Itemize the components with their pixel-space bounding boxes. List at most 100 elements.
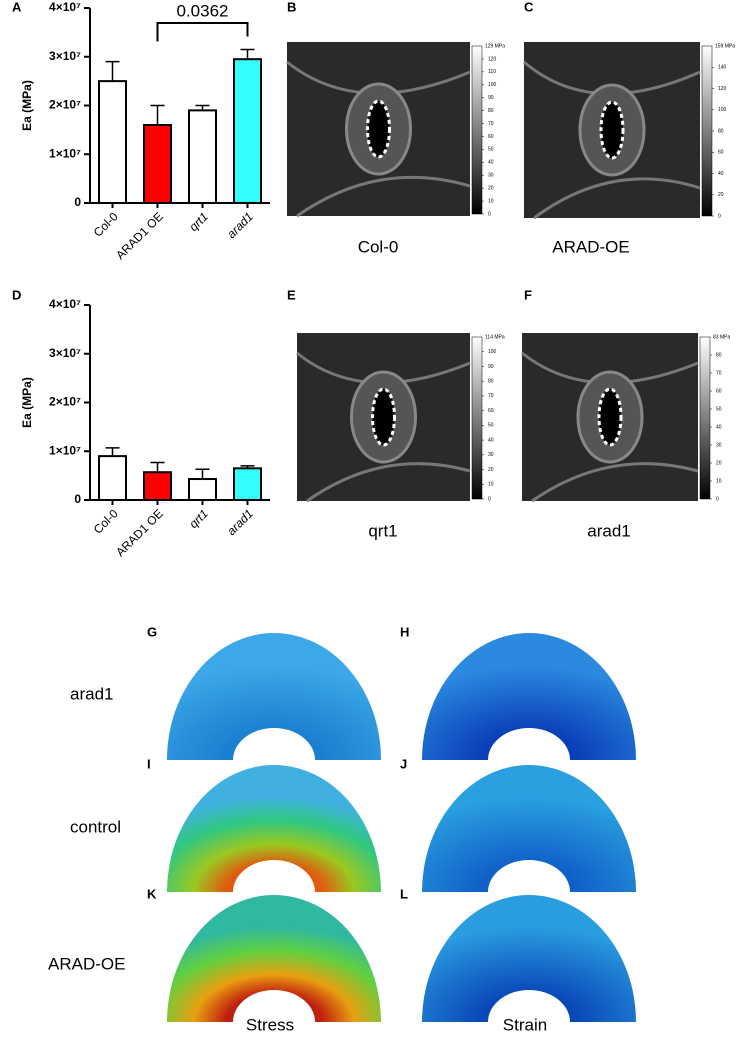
y-tick-label: 4×10⁷ xyxy=(49,0,81,14)
colorbar-tick-label: 20 xyxy=(718,192,724,198)
error-bar xyxy=(150,104,165,125)
error-bar xyxy=(240,48,255,60)
y-tick-label: 0 xyxy=(74,195,81,209)
pore xyxy=(597,387,623,447)
micrograph-caption: qrt1 xyxy=(368,521,397,540)
colorbar-max: 159 MPa xyxy=(715,43,735,49)
colorbar-tick-label: 50 xyxy=(488,423,494,429)
colorbar xyxy=(471,336,483,500)
y-tick-label: 2×10⁷ xyxy=(49,395,81,409)
panel-letter: I xyxy=(147,756,151,771)
bar xyxy=(98,80,127,204)
y-tick-label: 1×10⁷ xyxy=(49,146,81,160)
model-shape xyxy=(167,765,381,892)
colorbar-tick-label: 30 xyxy=(716,442,722,448)
bar xyxy=(188,109,217,204)
model-shape xyxy=(422,633,636,760)
row-label: arad1 xyxy=(70,684,113,703)
colorbar-tick-label: 70 xyxy=(716,370,722,376)
micrograph-caption: arad1 xyxy=(587,521,630,540)
y-tick-label: 4×10⁷ xyxy=(49,297,81,311)
pore xyxy=(371,387,396,447)
colorbar-tick-label: 0 xyxy=(716,496,719,502)
colorbar-tick-label: 80 xyxy=(488,108,494,114)
panel-letter: J xyxy=(400,756,407,771)
colorbar-tick-label: 80 xyxy=(488,379,494,385)
model-shape xyxy=(422,765,636,892)
error-bar xyxy=(195,468,210,480)
panel-letter: D xyxy=(12,287,21,302)
x-tick-label: Col-0 xyxy=(91,209,121,239)
column-label: Strain xyxy=(503,1015,547,1034)
significance-bracket xyxy=(156,22,249,42)
colorbar-tick-label: 10 xyxy=(488,198,494,204)
colorbar-tick-label: 90 xyxy=(488,364,494,370)
colorbar-tick-label: 20 xyxy=(716,460,722,466)
colorbar-tick-label: 50 xyxy=(488,147,494,153)
panel-letter: A xyxy=(12,0,22,14)
model-shape xyxy=(167,895,381,1022)
colorbar-tick-label: 40 xyxy=(718,171,724,177)
x-tick-label: arad1 xyxy=(224,209,256,241)
bar xyxy=(233,58,262,204)
colorbar-tick-label: 20 xyxy=(488,185,494,191)
y-axis-label: Ea (MPa) xyxy=(20,377,34,428)
colorbar-tick-label: 120 xyxy=(718,86,727,92)
colorbar-tick-label: 0 xyxy=(488,496,491,502)
colorbar-tick-label: 110 xyxy=(488,69,496,75)
micrograph-caption: Col-0 xyxy=(358,237,399,256)
colorbar-tick-label: 40 xyxy=(716,424,722,430)
colorbar-tick-label: 100 xyxy=(488,349,497,355)
colorbar-tick-label: 30 xyxy=(488,173,494,179)
colorbar-tick-label: 80 xyxy=(718,128,724,134)
colorbar-tick-label: 10 xyxy=(716,478,722,484)
colorbar-tick-label: 20 xyxy=(488,467,494,473)
x-tick-label: qrt1 xyxy=(186,209,211,234)
colorbar-tick-label: 40 xyxy=(488,160,494,166)
colorbar-tick-label: 0 xyxy=(718,213,721,219)
bar xyxy=(143,124,172,204)
colorbar-tick-label: 50 xyxy=(716,406,722,412)
column-label: Stress xyxy=(246,1015,294,1034)
bar xyxy=(233,467,262,501)
x-tick-label: qrt1 xyxy=(186,506,211,531)
x-tick-label: Col-0 xyxy=(91,506,121,536)
row-label: control xyxy=(70,817,121,836)
panel-letter: E xyxy=(287,287,296,302)
pore xyxy=(366,99,391,159)
panel-letter: L xyxy=(400,886,408,901)
colorbar-tick-label: 140 xyxy=(718,65,727,71)
colorbar-tick-label: 60 xyxy=(488,134,494,140)
panel-letter: G xyxy=(147,624,157,639)
p-value: 0.0362 xyxy=(177,1,229,20)
error-bar xyxy=(150,461,165,473)
panel-letter: H xyxy=(400,624,409,639)
y-tick-label: 0 xyxy=(74,492,81,506)
colorbar-tick-label: 30 xyxy=(488,452,494,458)
colorbar-tick-label: 60 xyxy=(718,150,724,156)
x-tick-label: arad1 xyxy=(224,506,256,538)
colorbar xyxy=(471,45,483,215)
error-bar xyxy=(105,60,120,82)
panel-letter: B xyxy=(287,0,296,14)
y-tick-label: 3×10⁷ xyxy=(49,49,81,63)
panel-letter: K xyxy=(147,886,157,901)
model-shape xyxy=(167,633,381,760)
colorbar xyxy=(701,45,713,217)
error-bar xyxy=(195,104,210,111)
bar xyxy=(98,455,127,501)
y-tick-label: 3×10⁷ xyxy=(49,346,81,360)
colorbar-tick-label: 40 xyxy=(488,437,494,443)
error-bar xyxy=(240,465,255,469)
colorbar-tick-label: 60 xyxy=(716,388,722,394)
micrograph-caption: ARAD-OE xyxy=(552,237,629,256)
colorbar-tick-label: 60 xyxy=(488,408,494,414)
colorbar-max: 114 MPa xyxy=(485,334,505,340)
colorbar-tick-label: 80 xyxy=(716,352,722,358)
colorbar-tick-label: 10 xyxy=(488,482,494,488)
panel-letter: F xyxy=(524,287,532,302)
colorbar-tick-label: 90 xyxy=(488,95,494,101)
colorbar-tick-label: 0 xyxy=(488,211,491,217)
y-axis-label: Ea (MPa) xyxy=(20,80,34,131)
